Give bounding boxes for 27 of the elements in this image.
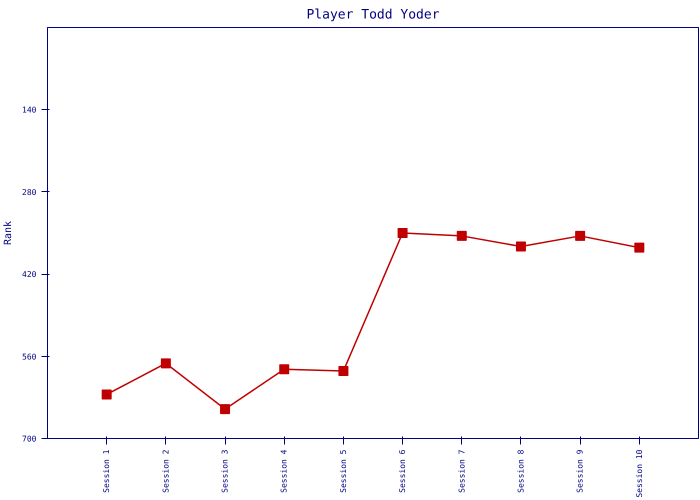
- point: [456, 230, 467, 241]
- point: [220, 404, 230, 414]
- point: [575, 230, 586, 241]
- x-tick-label: Session 5: [338, 449, 348, 493]
- point: [160, 358, 171, 368]
- point: [634, 242, 644, 253]
- x-tick-label: Session 2: [161, 449, 170, 493]
- y-tick-label: 140: [22, 106, 37, 115]
- y-tick-label: 420: [22, 270, 37, 280]
- point: [279, 364, 290, 374]
- point: [516, 242, 526, 252]
- point: [338, 366, 348, 376]
- point: [398, 228, 408, 238]
- y-tick-label: 280: [22, 188, 37, 197]
- x-tick-label: Session 10: [634, 449, 644, 498]
- y-tick-label: 700: [22, 434, 37, 444]
- y-tick-label: 560: [22, 352, 37, 362]
- chart-title: Player Todd Yoder: [306, 8, 440, 22]
- y-axis-title: Rank: [3, 220, 14, 246]
- x-tick-label: Session 8: [516, 449, 526, 493]
- x-tick-label: Session 7: [457, 449, 466, 493]
- point: [102, 389, 112, 400]
- x-tick-label: Session 3: [220, 449, 230, 493]
- x-tick-label: Session 1: [102, 449, 112, 493]
- x-tick-label: Session 6: [398, 449, 408, 493]
- x-tick-label: Session 4: [280, 449, 289, 493]
- x-tick-label: Session 9: [576, 449, 585, 493]
